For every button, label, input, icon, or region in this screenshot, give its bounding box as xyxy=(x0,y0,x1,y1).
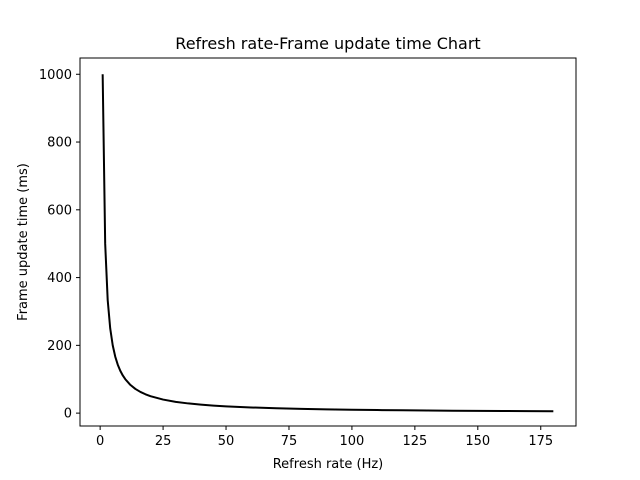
x-tick-label: 100 xyxy=(340,434,365,449)
plot-area-frame xyxy=(79,57,577,427)
x-tick-label: 175 xyxy=(528,434,553,449)
x-axis-label: Refresh rate (Hz) xyxy=(273,457,384,472)
x-tick-label: 125 xyxy=(402,434,427,449)
y-tick-label: 0 xyxy=(64,407,72,422)
x-tick-label: 150 xyxy=(465,434,490,449)
y-tick-label: 400 xyxy=(47,271,72,286)
x-axis: 0 25 50 75 100 125 150 175 xyxy=(96,426,553,449)
x-tick-label: 75 xyxy=(281,434,298,449)
y-tick-label: 800 xyxy=(47,136,72,151)
y-axis-label: Frame update time (ms) xyxy=(16,163,31,321)
chart-title: Refresh rate-Frame update time Chart xyxy=(175,34,480,53)
y-tick-label: 1000 xyxy=(39,68,72,83)
series-line-0 xyxy=(101,74,554,413)
y-tick-label: 200 xyxy=(47,339,72,354)
x-tick-label: 0 xyxy=(96,434,104,449)
y-axis: 0 200 400 600 800 1000 xyxy=(39,68,80,422)
x-tick-label: 50 xyxy=(218,434,235,449)
y-tick-label: 600 xyxy=(47,203,72,218)
x-tick-label: 25 xyxy=(155,434,172,449)
